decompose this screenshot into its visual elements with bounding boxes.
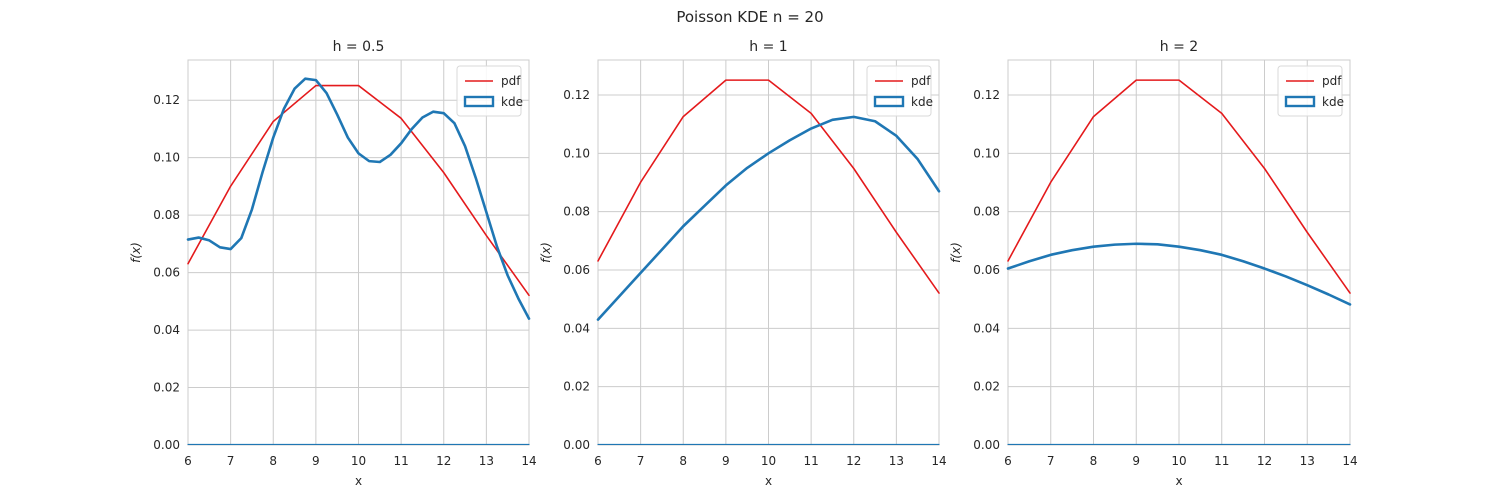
legend-kde-swatch bbox=[873, 95, 905, 108]
x-tick-label: 13 bbox=[1300, 454, 1315, 468]
x-tick-label: 9 bbox=[722, 454, 730, 468]
legend: pdf kde bbox=[1277, 65, 1344, 117]
x-tick-label: 9 bbox=[312, 454, 320, 468]
x-tick-label: 8 bbox=[1090, 454, 1098, 468]
series-kde-line bbox=[1006, 242, 1352, 306]
x-tick-label: 8 bbox=[679, 454, 687, 468]
figure-suptitle: Poisson KDE n = 20 bbox=[676, 8, 823, 26]
legend-box bbox=[456, 65, 522, 117]
x-tick-label: 7 bbox=[637, 454, 645, 468]
x-tick-label: 12 bbox=[1257, 454, 1272, 468]
y-axis-label: f(x) bbox=[129, 242, 143, 263]
y-tick-label: 0.04 bbox=[973, 321, 1000, 335]
legend-box bbox=[866, 65, 932, 117]
y-tick-label: 0.08 bbox=[973, 205, 1000, 219]
x-tick-label: 7 bbox=[1047, 454, 1055, 468]
x-tick-label: 11 bbox=[803, 454, 818, 468]
legend-pdf-label: pdf bbox=[1322, 74, 1342, 88]
y-tick-label: 0.00 bbox=[563, 438, 590, 452]
legend: pdf kde bbox=[866, 65, 933, 117]
x-tick-label: 9 bbox=[1132, 454, 1140, 468]
x-tick-label: 8 bbox=[269, 454, 277, 468]
y-tick-label: 0.06 bbox=[153, 266, 180, 280]
y-tick-label: 0.04 bbox=[563, 321, 590, 335]
x-tick-label: 14 bbox=[521, 454, 536, 468]
series-kde-line bbox=[596, 115, 941, 321]
y-tick-label: 0.02 bbox=[973, 380, 1000, 394]
y-tick-label: 0.10 bbox=[973, 146, 1000, 160]
legend-pdf-label: pdf bbox=[501, 74, 521, 88]
x-tick-label: 11 bbox=[393, 454, 408, 468]
series-pdf-line bbox=[597, 79, 940, 294]
y-tick-label: 0.02 bbox=[153, 381, 180, 395]
x-tick-label: 6 bbox=[594, 454, 602, 468]
panels-group: 6 7 8 9 10 11 12 13 14 0.00 0.02 0.04 0.06 0.08 0.10 0.… bbox=[129, 39, 1358, 488]
y-tick-label: 0.12 bbox=[153, 93, 180, 107]
y-tick-label: 0.10 bbox=[563, 146, 590, 160]
x-tick-label: 13 bbox=[889, 454, 904, 468]
y-tick-label: 0.06 bbox=[973, 263, 1000, 277]
y-tick-label: 0.12 bbox=[563, 88, 590, 102]
panel-3: 6 7 8 9 10 11 12 13 14 0.00 0.02 0.04 0.06 0.08 0.10 0.… bbox=[949, 39, 1358, 488]
x-tick-label: 11 bbox=[1214, 454, 1229, 468]
y-tick-label: 0.00 bbox=[153, 438, 180, 452]
legend: pdf kde bbox=[456, 65, 523, 117]
y-tick-label: 0.02 bbox=[563, 380, 590, 394]
y-tick-label: 0.00 bbox=[973, 438, 1000, 452]
series-pdf-line bbox=[1007, 79, 1351, 294]
x-tick-label: 12 bbox=[436, 454, 451, 468]
x-tick-label: 12 bbox=[846, 454, 861, 468]
panel-title: h = 0.5 bbox=[333, 39, 385, 55]
legend-pdf-label: pdf bbox=[911, 74, 931, 88]
x-tick-label: 10 bbox=[351, 454, 366, 468]
y-tick-label: 0.06 bbox=[563, 263, 590, 277]
series-kde-line bbox=[186, 77, 531, 320]
legend-kde-swatch bbox=[1284, 95, 1316, 108]
legend-kde-label: kde bbox=[1322, 95, 1344, 109]
series-pdf-line bbox=[187, 84, 530, 297]
x-tick-label: 10 bbox=[1171, 454, 1186, 468]
y-tick-label: 0.08 bbox=[153, 208, 180, 222]
y-axis-label: f(x) bbox=[949, 242, 963, 263]
panel-title: h = 2 bbox=[1160, 39, 1198, 55]
y-tick-label: 0.12 bbox=[973, 88, 1000, 102]
legend-kde-swatch bbox=[463, 95, 495, 108]
x-axis-label: x bbox=[1175, 474, 1182, 488]
y-tick-label: 0.04 bbox=[153, 323, 180, 337]
legend-box bbox=[1277, 65, 1343, 117]
panel-2: 6 7 8 9 10 11 12 13 14 0.00 0.02 0.04 0.06 0.08 0.10 0.… bbox=[539, 39, 947, 488]
legend-kde-label: kde bbox=[911, 95, 933, 109]
x-tick-label: 10 bbox=[761, 454, 776, 468]
x-tick-label: 6 bbox=[184, 454, 192, 468]
panel-title: h = 1 bbox=[749, 39, 787, 55]
y-axis-label: f(x) bbox=[539, 242, 553, 263]
x-tick-label: 14 bbox=[931, 454, 946, 468]
x-axis-label: x bbox=[765, 474, 772, 488]
y-tick-label: 0.08 bbox=[563, 205, 590, 219]
x-tick-label: 14 bbox=[1342, 454, 1357, 468]
y-tick-label: 0.10 bbox=[153, 151, 180, 165]
x-axis-label: x bbox=[355, 474, 362, 488]
legend-kde-label: kde bbox=[501, 95, 523, 109]
panel-1: 6 7 8 9 10 11 12 13 14 0.00 0.02 0.04 0.06 0.08 0.10 0.… bbox=[129, 39, 537, 488]
x-tick-label: 13 bbox=[479, 454, 494, 468]
x-tick-label: 7 bbox=[227, 454, 235, 468]
x-tick-label: 6 bbox=[1004, 454, 1012, 468]
